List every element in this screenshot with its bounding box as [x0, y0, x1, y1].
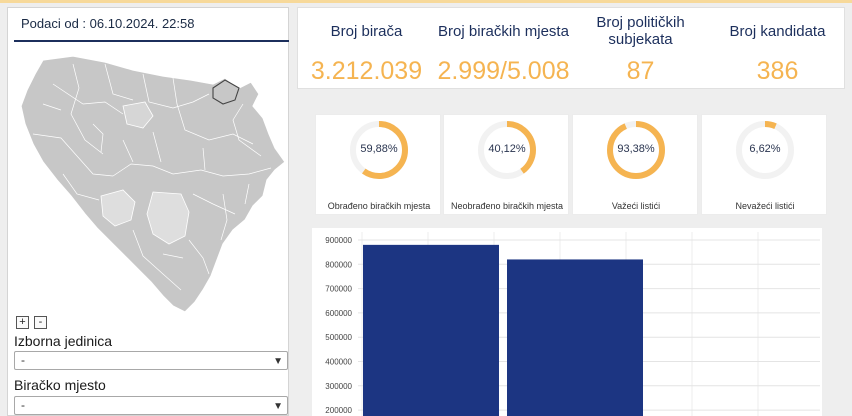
map-svg[interactable]: [13, 44, 289, 316]
data-timestamp: Podaci od : 06.10.2024. 22:58: [21, 16, 195, 31]
donut-percent: 93,38%: [617, 143, 655, 155]
donut-arc: [478, 121, 536, 179]
donut-caption: Nevažeći listići: [735, 201, 795, 211]
stat-value: 2.999/5.008: [437, 57, 570, 85]
polling-station-select[interactable]: - ▼: [14, 396, 288, 415]
y-tick-label: 900000: [325, 236, 352, 245]
donut-chart-unprocessed: [478, 121, 536, 179]
donut-invalid-ballots: 6,62% Nevažeći listići: [701, 114, 827, 215]
stat-value: 386: [756, 57, 799, 85]
y-tick-label: 500000: [325, 333, 352, 342]
map-region-light-west[interactable]: [100, 189, 136, 227]
header-divider: [14, 40, 289, 42]
donut-valid-ballots: 93,38% Važeći listići: [572, 114, 698, 215]
municipality-map[interactable]: [13, 44, 289, 316]
donut-caption: Obrađeno biračkih mjesta: [327, 201, 431, 211]
donut-percent: 40,12%: [488, 143, 526, 155]
bar-chart-svg: 900000 800000 700000 600000 500000 400000 3000…: [325, 232, 820, 416]
donut-chart-valid: [607, 121, 665, 179]
donut-percent: 59,88%: [360, 143, 398, 155]
chevron-down-icon: ▼: [273, 401, 283, 412]
stat-voters: Broj birača 3.212.039: [298, 8, 435, 86]
map-country-shape[interactable]: [20, 55, 286, 313]
map-zoom-out-button[interactable]: -: [34, 316, 47, 329]
donut-unprocessed-stations: 40,12% Neobrađeno biračkih mjesta: [443, 114, 569, 215]
stat-value: 3.212.039: [310, 57, 423, 85]
electoral-unit-value: -: [21, 353, 25, 367]
stats-panel: Broj birača 3.212.039 Broj biračkih mjes…: [297, 7, 845, 89]
electoral-unit-select[interactable]: - ▼: [14, 351, 288, 370]
donut-arc: [736, 121, 794, 179]
bar-1[interactable]: [363, 244, 499, 416]
y-tick-label: 400000: [325, 358, 352, 367]
map-region-selected[interactable]: [212, 79, 240, 105]
stat-label: Broj birača: [330, 22, 403, 40]
donut-caption: Neobrađeno biračkih mjesta: [450, 201, 564, 211]
map-internal-borders: [32, 63, 272, 291]
polling-station-label: Biračko mjesto: [14, 377, 106, 393]
left-panel: Podaci od : 06.10.2024. 22:58: [7, 7, 289, 416]
y-tick-label: 200000: [325, 406, 352, 415]
stat-label: Broj kandidata: [729, 22, 826, 40]
y-tick-label: 800000: [325, 260, 352, 269]
donut-arc: [607, 121, 665, 179]
top-accent-line: [0, 0, 852, 3]
stat-candidates: Broj kandidata 386: [709, 8, 846, 86]
stat-label: Broj biračkih mjesta: [438, 22, 569, 40]
y-tick-label: 600000: [325, 309, 352, 318]
stat-polling-stations: Broj biračkih mjesta 2.999/5.008: [435, 8, 572, 86]
donut-processed-stations: 59,88% Obrađeno biračkih mjesta: [315, 114, 441, 215]
donut-chart-processed: [350, 121, 408, 179]
votes-bar-chart: 900000 800000 700000 600000 500000 400000 3000…: [312, 228, 822, 416]
electoral-unit-label: Izborna jedinica: [14, 333, 113, 349]
map-region-light-center[interactable]: [146, 191, 190, 245]
map-zoom-in-button[interactable]: +: [16, 316, 29, 329]
stat-political-subjects: Broj političkih subjekata 87: [572, 8, 709, 86]
polling-station-value: -: [21, 398, 25, 412]
y-tick-label: 700000: [325, 285, 352, 294]
donut-arc: [350, 121, 408, 179]
chevron-down-icon: ▼: [273, 356, 283, 367]
donut-chart-invalid: [736, 121, 794, 179]
bar-2[interactable]: [507, 259, 643, 416]
stat-label: Broj političkih subjekata: [596, 14, 685, 48]
stat-value: 87: [626, 57, 655, 85]
y-tick-label: 300000: [325, 382, 352, 391]
donut-caption: Važeći listići: [611, 201, 661, 211]
donut-percent: 6,62%: [749, 143, 781, 155]
map-region-light-north[interactable]: [122, 101, 154, 129]
